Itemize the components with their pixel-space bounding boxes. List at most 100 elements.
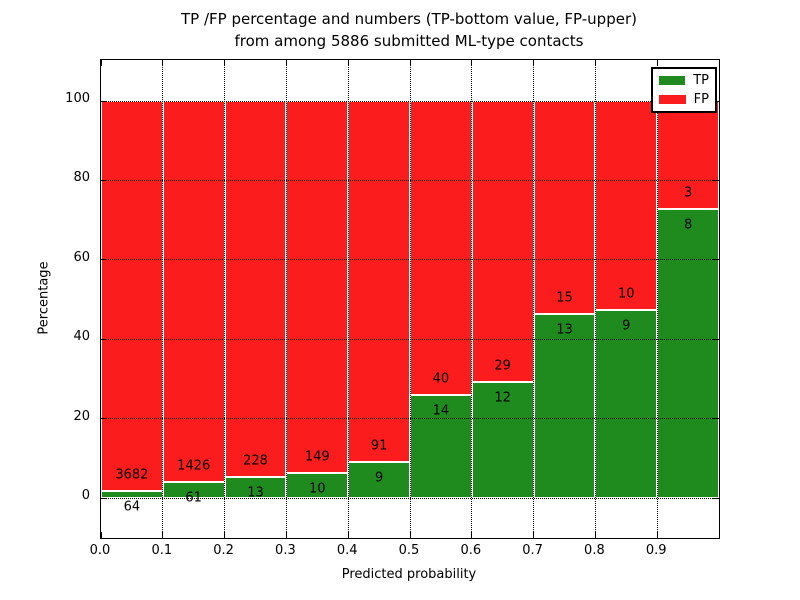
fp-count-label: 3682 xyxy=(115,467,149,483)
tp-count-label: 13 xyxy=(556,322,573,338)
x-tick-mark xyxy=(409,532,411,538)
vertical-gridline xyxy=(162,60,164,538)
bar-tp-segment xyxy=(286,473,349,498)
y-tick-mark xyxy=(101,418,107,420)
x-tick-mark xyxy=(162,532,164,538)
tp-count-label: 9 xyxy=(622,318,631,334)
fp-count-label: 29 xyxy=(494,358,511,374)
horizontal-gridline xyxy=(101,179,719,181)
y-tick-mark xyxy=(101,497,107,499)
y-tick-mark-right xyxy=(713,259,719,261)
y-tick-mark xyxy=(101,179,107,181)
x-tick-mark-top xyxy=(409,60,411,66)
fp-count-label: 91 xyxy=(370,438,388,454)
legend-swatch-tp-icon xyxy=(659,76,686,85)
x-tick-mark xyxy=(656,532,658,538)
tp-count-label: 9 xyxy=(374,470,384,486)
legend-label-fp: FP xyxy=(693,92,709,107)
y-tick-label: 60 xyxy=(73,249,90,265)
grid-layer xyxy=(101,60,719,538)
x-tick-label: 0.6 xyxy=(460,543,482,558)
x-tick-mark-top xyxy=(656,60,658,66)
plot-area: 3682 64 1426 61 228 13 149 10 91 9 40 14 29 12 15 13 10 9… xyxy=(100,59,720,539)
y-tick-mark xyxy=(101,338,107,340)
tp-count-label: 12 xyxy=(494,390,511,406)
horizontal-gridline xyxy=(101,497,719,499)
x-tick-mark-top xyxy=(533,60,535,66)
bar-tp-segment xyxy=(657,209,719,498)
fp-count-label: 228 xyxy=(243,453,268,469)
bar-fp-segment xyxy=(410,101,472,396)
y-tick-mark-right xyxy=(713,418,719,420)
vertical-gridline xyxy=(224,60,226,538)
horizontal-gridline xyxy=(101,418,719,420)
chart-title-line2: from among 5886 submitted ML-type contac… xyxy=(234,32,584,50)
x-tick-mark-top xyxy=(594,60,596,66)
y-tick-label: 100 xyxy=(65,91,90,106)
tp-count-label: 10 xyxy=(309,481,326,497)
x-tick-mark xyxy=(224,532,226,538)
x-tick-mark-top xyxy=(100,60,102,66)
tp-count-label: 13 xyxy=(247,485,264,501)
x-tick-label: 0.5 xyxy=(398,543,420,558)
x-tick-mark xyxy=(347,532,349,538)
x-axis-label: Predicted probability xyxy=(341,567,477,582)
legend-label-tp: TP xyxy=(693,73,709,88)
bar-tp-segment xyxy=(471,381,534,498)
legend-item-fp: FP xyxy=(659,93,709,106)
legend-item-tp: TP xyxy=(659,74,709,87)
chart-title: TP /FP percentage and numbers (TP-bottom… xyxy=(69,8,749,52)
vertical-gridline xyxy=(656,60,658,538)
x-tick-mark-top xyxy=(347,60,349,66)
x-tick-mark-top xyxy=(471,60,473,66)
vertical-gridline xyxy=(409,60,411,538)
x-tick-mark xyxy=(100,532,102,538)
x-tick-label: 0.0 xyxy=(89,543,111,558)
x-tick-label: 0.1 xyxy=(151,543,173,558)
vertical-gridline xyxy=(347,60,349,538)
vertical-gridline xyxy=(533,60,535,538)
horizontal-gridline xyxy=(101,338,719,340)
x-tick-mark xyxy=(471,532,473,538)
y-axis-label: Percentage xyxy=(36,261,52,335)
tp-count-label: 14 xyxy=(432,403,450,419)
x-tick-mark xyxy=(594,532,596,538)
x-tick-label: 0.4 xyxy=(336,543,358,558)
y-tick-label: 80 xyxy=(73,170,90,186)
x-tick-mark xyxy=(285,532,287,538)
y-tick-mark-right xyxy=(713,338,719,340)
vertical-gridline xyxy=(471,60,473,538)
vertical-gridline xyxy=(285,60,287,538)
x-tick-label: 0.8 xyxy=(584,543,605,558)
tp-count-label: 61 xyxy=(185,490,202,506)
y-tick-mark-right xyxy=(713,179,719,181)
bar-labels-layer: 3682 64 1426 61 228 13 149 10 91 9 40 14 29 12 15 13 10 9… xyxy=(101,60,719,538)
y-tick-mark xyxy=(101,100,107,102)
fp-count-label: 149 xyxy=(304,449,330,465)
horizontal-gridline xyxy=(101,100,719,102)
x-tick-mark xyxy=(533,532,535,538)
bars-layer xyxy=(101,60,719,538)
fp-count-label: 3 xyxy=(683,185,693,201)
x-tick-mark-top xyxy=(162,60,164,66)
y-tick-label: 20 xyxy=(73,408,90,424)
y-tick-label: 40 xyxy=(73,329,90,345)
fp-count-label: 40 xyxy=(432,371,450,387)
fp-count-label: 15 xyxy=(556,290,573,306)
tp-count-label: 8 xyxy=(683,217,693,233)
y-tick-label: 0 xyxy=(81,488,90,503)
legend: TP FP xyxy=(651,67,717,113)
x-tick-label: 0.3 xyxy=(275,543,296,558)
chart-title-line1: TP /FP percentage and numbers (TP-bottom… xyxy=(181,10,637,28)
legend-swatch-fp-icon xyxy=(659,95,686,104)
bar-fp-segment xyxy=(101,101,163,492)
x-tick-label: 0.2 xyxy=(213,543,234,558)
vertical-gridline xyxy=(594,60,596,538)
tp-count-label: 64 xyxy=(123,499,141,515)
x-tick-label: 0.7 xyxy=(522,543,543,558)
bar-fp-segment xyxy=(471,101,534,382)
axis-ticks-layer xyxy=(100,60,719,538)
y-tick-mark-right xyxy=(713,497,719,499)
y-tick-mark xyxy=(101,259,107,261)
